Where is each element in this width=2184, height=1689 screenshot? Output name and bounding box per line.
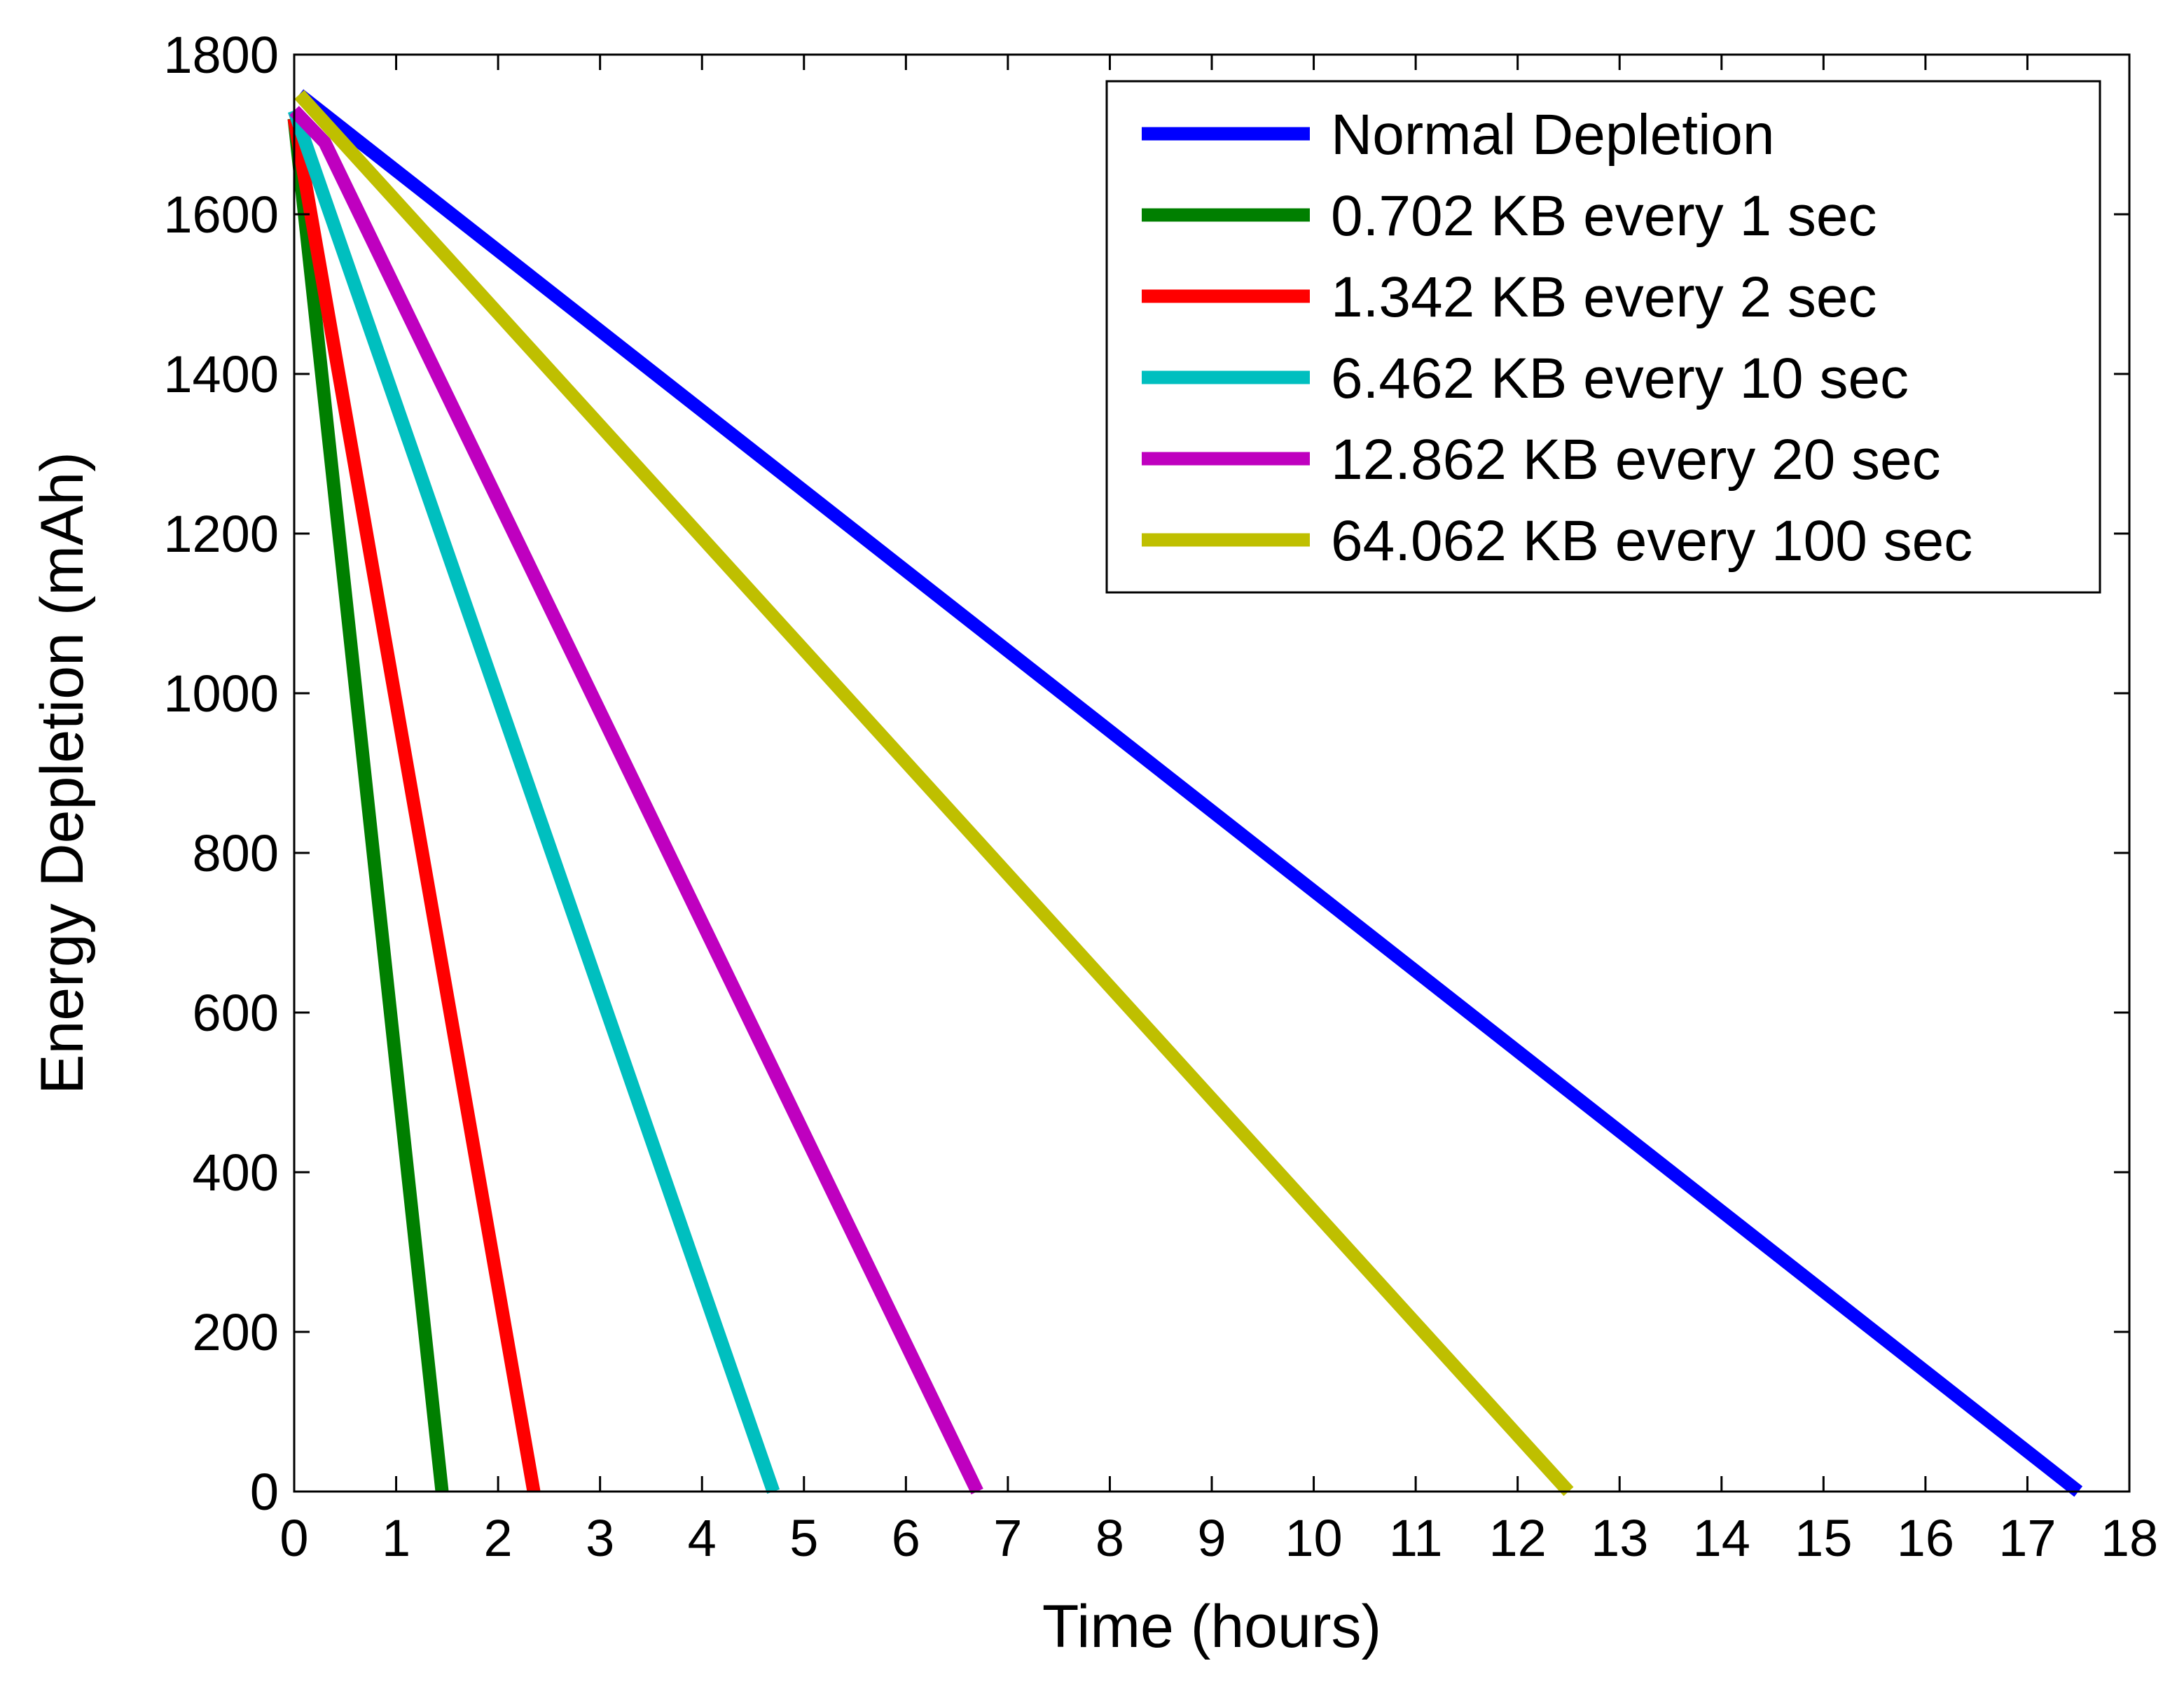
x-tick-label: 3 — [586, 1509, 614, 1567]
x-axis-ticks: 0 1 2 3 4 5 6 7 8 9 10 11 12 13 14 15 16 17 18 — [279, 55, 2158, 1567]
x-tick-label: 16 — [1897, 1509, 1954, 1567]
x-tick-label: 1 — [382, 1509, 410, 1567]
x-tick-label: 14 — [1693, 1509, 1750, 1567]
y-tick-label: 200 — [193, 1303, 279, 1361]
legend-label-3: 6.462 KB every 10 sec — [1331, 347, 1909, 410]
y-tick-label: 600 — [193, 984, 279, 1042]
y-tick-label: 800 — [193, 824, 279, 882]
x-tick-label: 15 — [1795, 1509, 1852, 1567]
series-line-0 — [295, 89, 2083, 1497]
y-axis-ticks: 0 200 400 600 800 1000 1200 1400 1600 1800 — [163, 26, 2129, 1521]
series-line-3 — [288, 108, 780, 1494]
plot-lines — [287, 89, 2083, 1497]
series-line-1 — [287, 118, 449, 1493]
y-tick-label: 1000 — [163, 665, 279, 723]
x-axis-label: Time (hours) — [1042, 1593, 1381, 1660]
series-line-2 — [287, 117, 541, 1493]
y-tick-label: 1400 — [163, 345, 279, 403]
x-tick-label: 18 — [2101, 1509, 2158, 1567]
x-tick-label: 5 — [789, 1509, 818, 1567]
series-line-4 — [289, 106, 983, 1495]
x-tick-label: 0 — [279, 1509, 308, 1567]
x-tick-label: 9 — [1197, 1509, 1226, 1567]
x-tick-label: 17 — [1998, 1509, 2056, 1567]
x-tick-label: 2 — [484, 1509, 513, 1567]
x-tick-label: 12 — [1489, 1509, 1547, 1567]
x-tick-label: 7 — [993, 1509, 1022, 1567]
legend: Normal Depletion 0.702 KB every 1 sec 1.34… — [1105, 80, 2101, 594]
y-axis-label: Energy Depletion (mAh) — [29, 452, 96, 1094]
y-tick-label: 400 — [193, 1144, 279, 1202]
series-line-5 — [294, 90, 1574, 1496]
legend-label-5: 64.062 KB every 100 sec — [1331, 509, 1972, 573]
legend-box — [1105, 80, 2101, 594]
x-tick-label: 11 — [1389, 1509, 1443, 1567]
legend-label-4: 12.862 KB every 20 sec — [1331, 428, 1941, 492]
x-tick-label: 6 — [892, 1509, 920, 1567]
legend-label-1: 0.702 KB every 1 sec — [1331, 184, 1877, 248]
y-tick-label: 1800 — [163, 26, 279, 84]
x-tick-label: 8 — [1096, 1509, 1124, 1567]
y-tick-label: 0 — [250, 1463, 279, 1521]
legend-label-2: 1.342 KB every 2 sec — [1331, 265, 1877, 329]
x-tick-label: 13 — [1591, 1509, 1648, 1567]
x-tick-label: 10 — [1285, 1509, 1342, 1567]
x-tick-label: 4 — [688, 1509, 717, 1567]
y-tick-label: 1600 — [163, 186, 279, 244]
y-tick-label: 1200 — [163, 505, 279, 563]
legend-label-0: Normal Depletion — [1331, 103, 1775, 167]
